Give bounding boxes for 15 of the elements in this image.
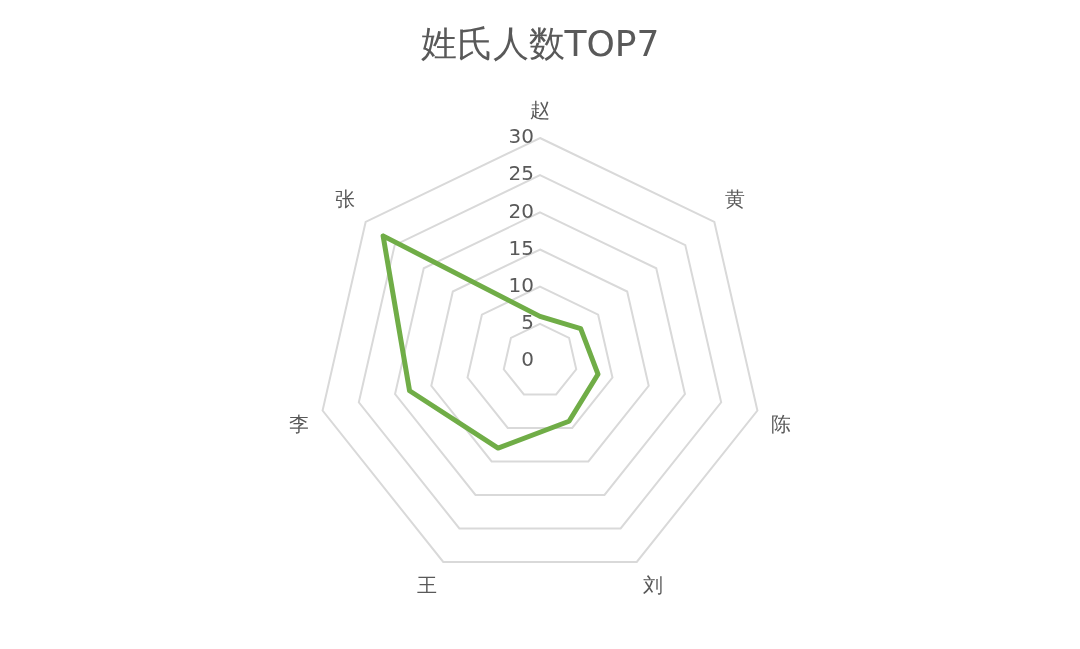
y-tick-label: 0	[521, 347, 534, 372]
y-tick-label: 30	[508, 124, 534, 149]
chart-title: 姓氏人数TOP7	[419, 22, 661, 66]
spoke-label: 赵	[530, 98, 550, 123]
spoke-label: 张	[334, 187, 355, 212]
spoke-label: 王	[417, 572, 438, 597]
y-tick-label: 10	[508, 272, 534, 297]
spoke-label: 李	[288, 411, 309, 436]
spoke-label: 黄	[725, 187, 746, 212]
y-tick-label: 25	[508, 161, 534, 186]
spoke-label: 刘	[642, 572, 663, 597]
y-tick-label: 5	[521, 310, 534, 335]
spoke-label: 陈	[771, 411, 792, 436]
y-tick-label: 20	[508, 198, 534, 223]
y-tick-label: 15	[508, 235, 534, 260]
